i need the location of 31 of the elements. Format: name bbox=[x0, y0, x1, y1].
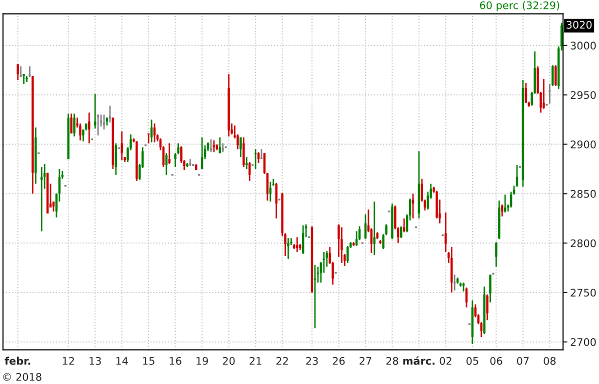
x-tick-label: 16 bbox=[170, 356, 182, 365]
candlestick bbox=[46, 172, 49, 214]
x-tick-label: 14 bbox=[116, 357, 128, 365]
x-tick-label: 08 bbox=[544, 356, 556, 365]
text: © 2018 bbox=[3, 372, 42, 381]
x-tick-label: 15 bbox=[143, 357, 154, 365]
x-tick-label: 27 bbox=[360, 356, 372, 365]
annotation: 3020 bbox=[566, 20, 592, 29]
x-tick-label: 07 bbox=[517, 356, 529, 365]
x-tick-label: 12 bbox=[62, 356, 74, 365]
y-tick-label: 2950 bbox=[570, 91, 596, 99]
y-tick-label: 2750 bbox=[570, 288, 596, 297]
x-tick-label: 19 bbox=[196, 356, 208, 365]
y-tick-label: 2900 bbox=[570, 140, 596, 148]
text: 60 perc (32:29) bbox=[480, 1, 560, 12]
x-tick-label: 02 bbox=[440, 356, 452, 365]
y-tick-label: 3000 bbox=[570, 42, 596, 50]
x-tick-label: 06 bbox=[490, 356, 502, 365]
x-tick-label: 20 bbox=[222, 356, 235, 365]
x-tick-label: 13 bbox=[90, 356, 101, 365]
y-tick-label: 2800 bbox=[570, 239, 596, 248]
x-tick-label: 05 bbox=[466, 356, 478, 365]
x-tick-label: 21 bbox=[250, 356, 262, 365]
y-tick-label: 2850 bbox=[570, 190, 596, 198]
x-tick-label: márc. bbox=[403, 356, 434, 365]
x-tick-label: 22 bbox=[276, 356, 288, 365]
x-tick-label: 23 bbox=[306, 356, 318, 365]
y-tick-label: 2700 bbox=[570, 338, 596, 346]
x-tick-label: febr. bbox=[4, 356, 30, 365]
x-tick-label: 28 bbox=[386, 356, 398, 365]
x-tick-label: 26 bbox=[332, 356, 345, 365]
